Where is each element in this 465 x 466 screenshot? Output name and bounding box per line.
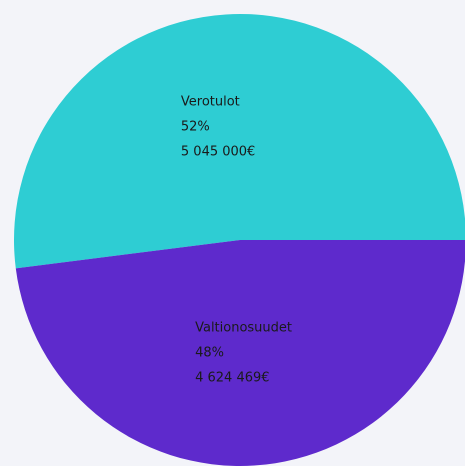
slice-amount: 4 624 469€ [195, 370, 269, 385]
slice-amount: 5 045 000€ [181, 145, 255, 160]
slice-label: Verotulot [181, 95, 240, 110]
slice-label: Valtionosuudet [195, 320, 292, 335]
slice-percent: 52% [181, 120, 210, 135]
slice-percent: 48% [195, 345, 224, 360]
pie-slice [14, 14, 465, 269]
pie-slice [15, 240, 465, 466]
